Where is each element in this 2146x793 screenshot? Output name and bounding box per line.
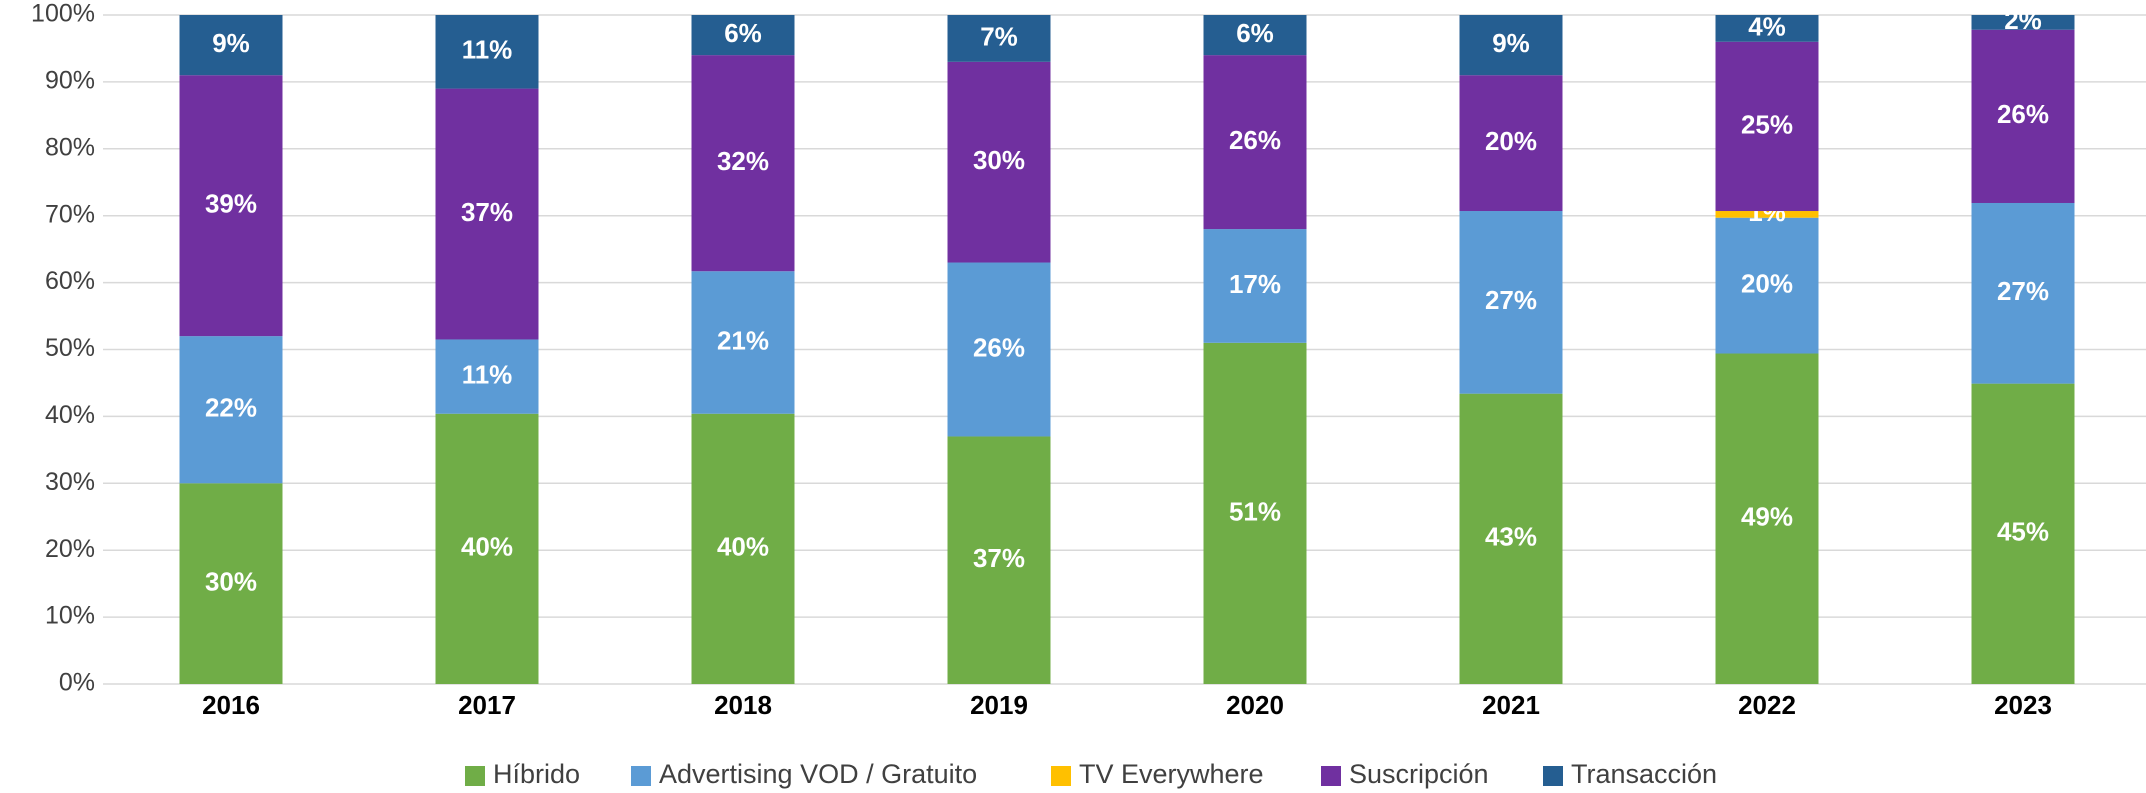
bar-segment xyxy=(179,75,283,337)
legend-label: TV Everywhere xyxy=(1079,759,1264,789)
bar-segment xyxy=(947,61,1051,263)
data-label: 25% xyxy=(1741,109,1793,139)
y-tick-label: 100% xyxy=(31,0,95,28)
legend-swatch xyxy=(1321,766,1341,786)
data-label: 26% xyxy=(1229,125,1281,155)
bar-segment xyxy=(1203,15,1307,56)
bar-segment xyxy=(947,262,1051,437)
data-label: 4% xyxy=(1748,11,1786,41)
legend-swatch xyxy=(465,766,485,786)
legend-label: Híbrido xyxy=(493,759,580,789)
bar-segment xyxy=(1715,15,1819,42)
data-label: 40% xyxy=(717,532,769,562)
data-label: 30% xyxy=(973,145,1025,175)
bar-segment xyxy=(691,413,795,684)
data-label: 11% xyxy=(462,35,513,65)
bar-segment xyxy=(1459,15,1563,76)
bar-segment xyxy=(1715,41,1819,212)
bar-segment xyxy=(1715,353,1819,684)
y-tick-label: 20% xyxy=(45,535,95,563)
x-tick-label: 2020 xyxy=(1226,690,1284,720)
data-label: 43% xyxy=(1485,522,1537,552)
legend-swatch xyxy=(1543,766,1563,786)
data-label: 22% xyxy=(205,393,257,423)
bar-segment xyxy=(947,15,1051,62)
data-label: 9% xyxy=(212,28,250,58)
bar-segment xyxy=(1971,202,2075,384)
data-label: 30% xyxy=(205,567,257,597)
data-label: 20% xyxy=(1741,268,1793,298)
bar-segment xyxy=(435,15,539,89)
data-label: 49% xyxy=(1741,502,1793,532)
bar-segment xyxy=(179,336,283,484)
legend-swatch xyxy=(1051,766,1071,786)
bar-segment xyxy=(1459,211,1563,394)
bar-segment xyxy=(179,483,283,684)
bar-segment xyxy=(691,15,795,56)
bar-segment xyxy=(1715,211,1819,218)
bar-segment xyxy=(179,15,283,76)
bar-segment xyxy=(1971,15,2075,30)
y-tick-label: 0% xyxy=(59,669,95,697)
bar-segment xyxy=(1203,342,1307,684)
data-label: 40% xyxy=(461,532,513,562)
y-tick-label: 10% xyxy=(45,602,95,630)
data-label: 27% xyxy=(1485,285,1537,315)
bar-segment xyxy=(1203,229,1307,343)
data-label: 37% xyxy=(461,197,513,227)
x-tick-label: 2019 xyxy=(970,690,1028,720)
data-label: 45% xyxy=(1997,517,2049,547)
y-tick-label: 60% xyxy=(45,267,95,295)
legend-swatch xyxy=(631,766,651,786)
data-label: 21% xyxy=(717,325,769,355)
y-tick-label: 40% xyxy=(45,401,95,429)
bar-segment xyxy=(1203,55,1307,230)
data-label: 20% xyxy=(1485,126,1537,156)
y-tick-label: 90% xyxy=(45,67,95,95)
x-tick-label: 2018 xyxy=(714,690,772,720)
bar-segment xyxy=(1971,383,2075,684)
data-label: 26% xyxy=(1997,99,2049,129)
x-tick-label: 2022 xyxy=(1738,690,1796,720)
legend-label: Suscripción xyxy=(1349,759,1489,789)
data-label: 51% xyxy=(1229,496,1281,526)
bar-segment xyxy=(691,271,795,414)
data-label: 37% xyxy=(973,543,1025,573)
data-label: 6% xyxy=(1236,18,1274,48)
bar-segment xyxy=(435,339,539,414)
x-tick-label: 2017 xyxy=(458,690,516,720)
y-tick-label: 50% xyxy=(45,334,95,362)
x-tick-label: 2021 xyxy=(1482,690,1540,720)
data-label: 6% xyxy=(724,18,762,48)
x-tick-label: 2023 xyxy=(1994,690,2052,720)
y-tick-label: 30% xyxy=(45,468,95,496)
legend-label: Advertising VOD / Gratuito xyxy=(659,759,977,789)
legend-label: Transacción xyxy=(1571,759,1717,789)
data-label: 7% xyxy=(980,21,1018,51)
bar-segment xyxy=(691,55,795,272)
bar-segment xyxy=(1459,393,1563,684)
data-label: 39% xyxy=(205,189,257,219)
data-label: 32% xyxy=(717,146,769,176)
data-label: 26% xyxy=(973,332,1025,362)
bar-segment xyxy=(1715,217,1819,354)
y-tick-label: 80% xyxy=(45,133,95,161)
bar-segment xyxy=(435,88,539,340)
bar-segment xyxy=(1971,29,2075,203)
data-label: 9% xyxy=(1492,28,1530,58)
bar-segment xyxy=(1459,75,1563,212)
data-label: 11% xyxy=(462,359,513,389)
bar-segment xyxy=(435,413,539,684)
x-tick-label: 2016 xyxy=(202,690,260,720)
bar-segment xyxy=(947,436,1051,684)
data-label: 17% xyxy=(1229,269,1281,299)
y-tick-label: 70% xyxy=(45,200,95,228)
data-label: 2% xyxy=(2004,5,2042,35)
data-label: 27% xyxy=(1997,276,2049,306)
